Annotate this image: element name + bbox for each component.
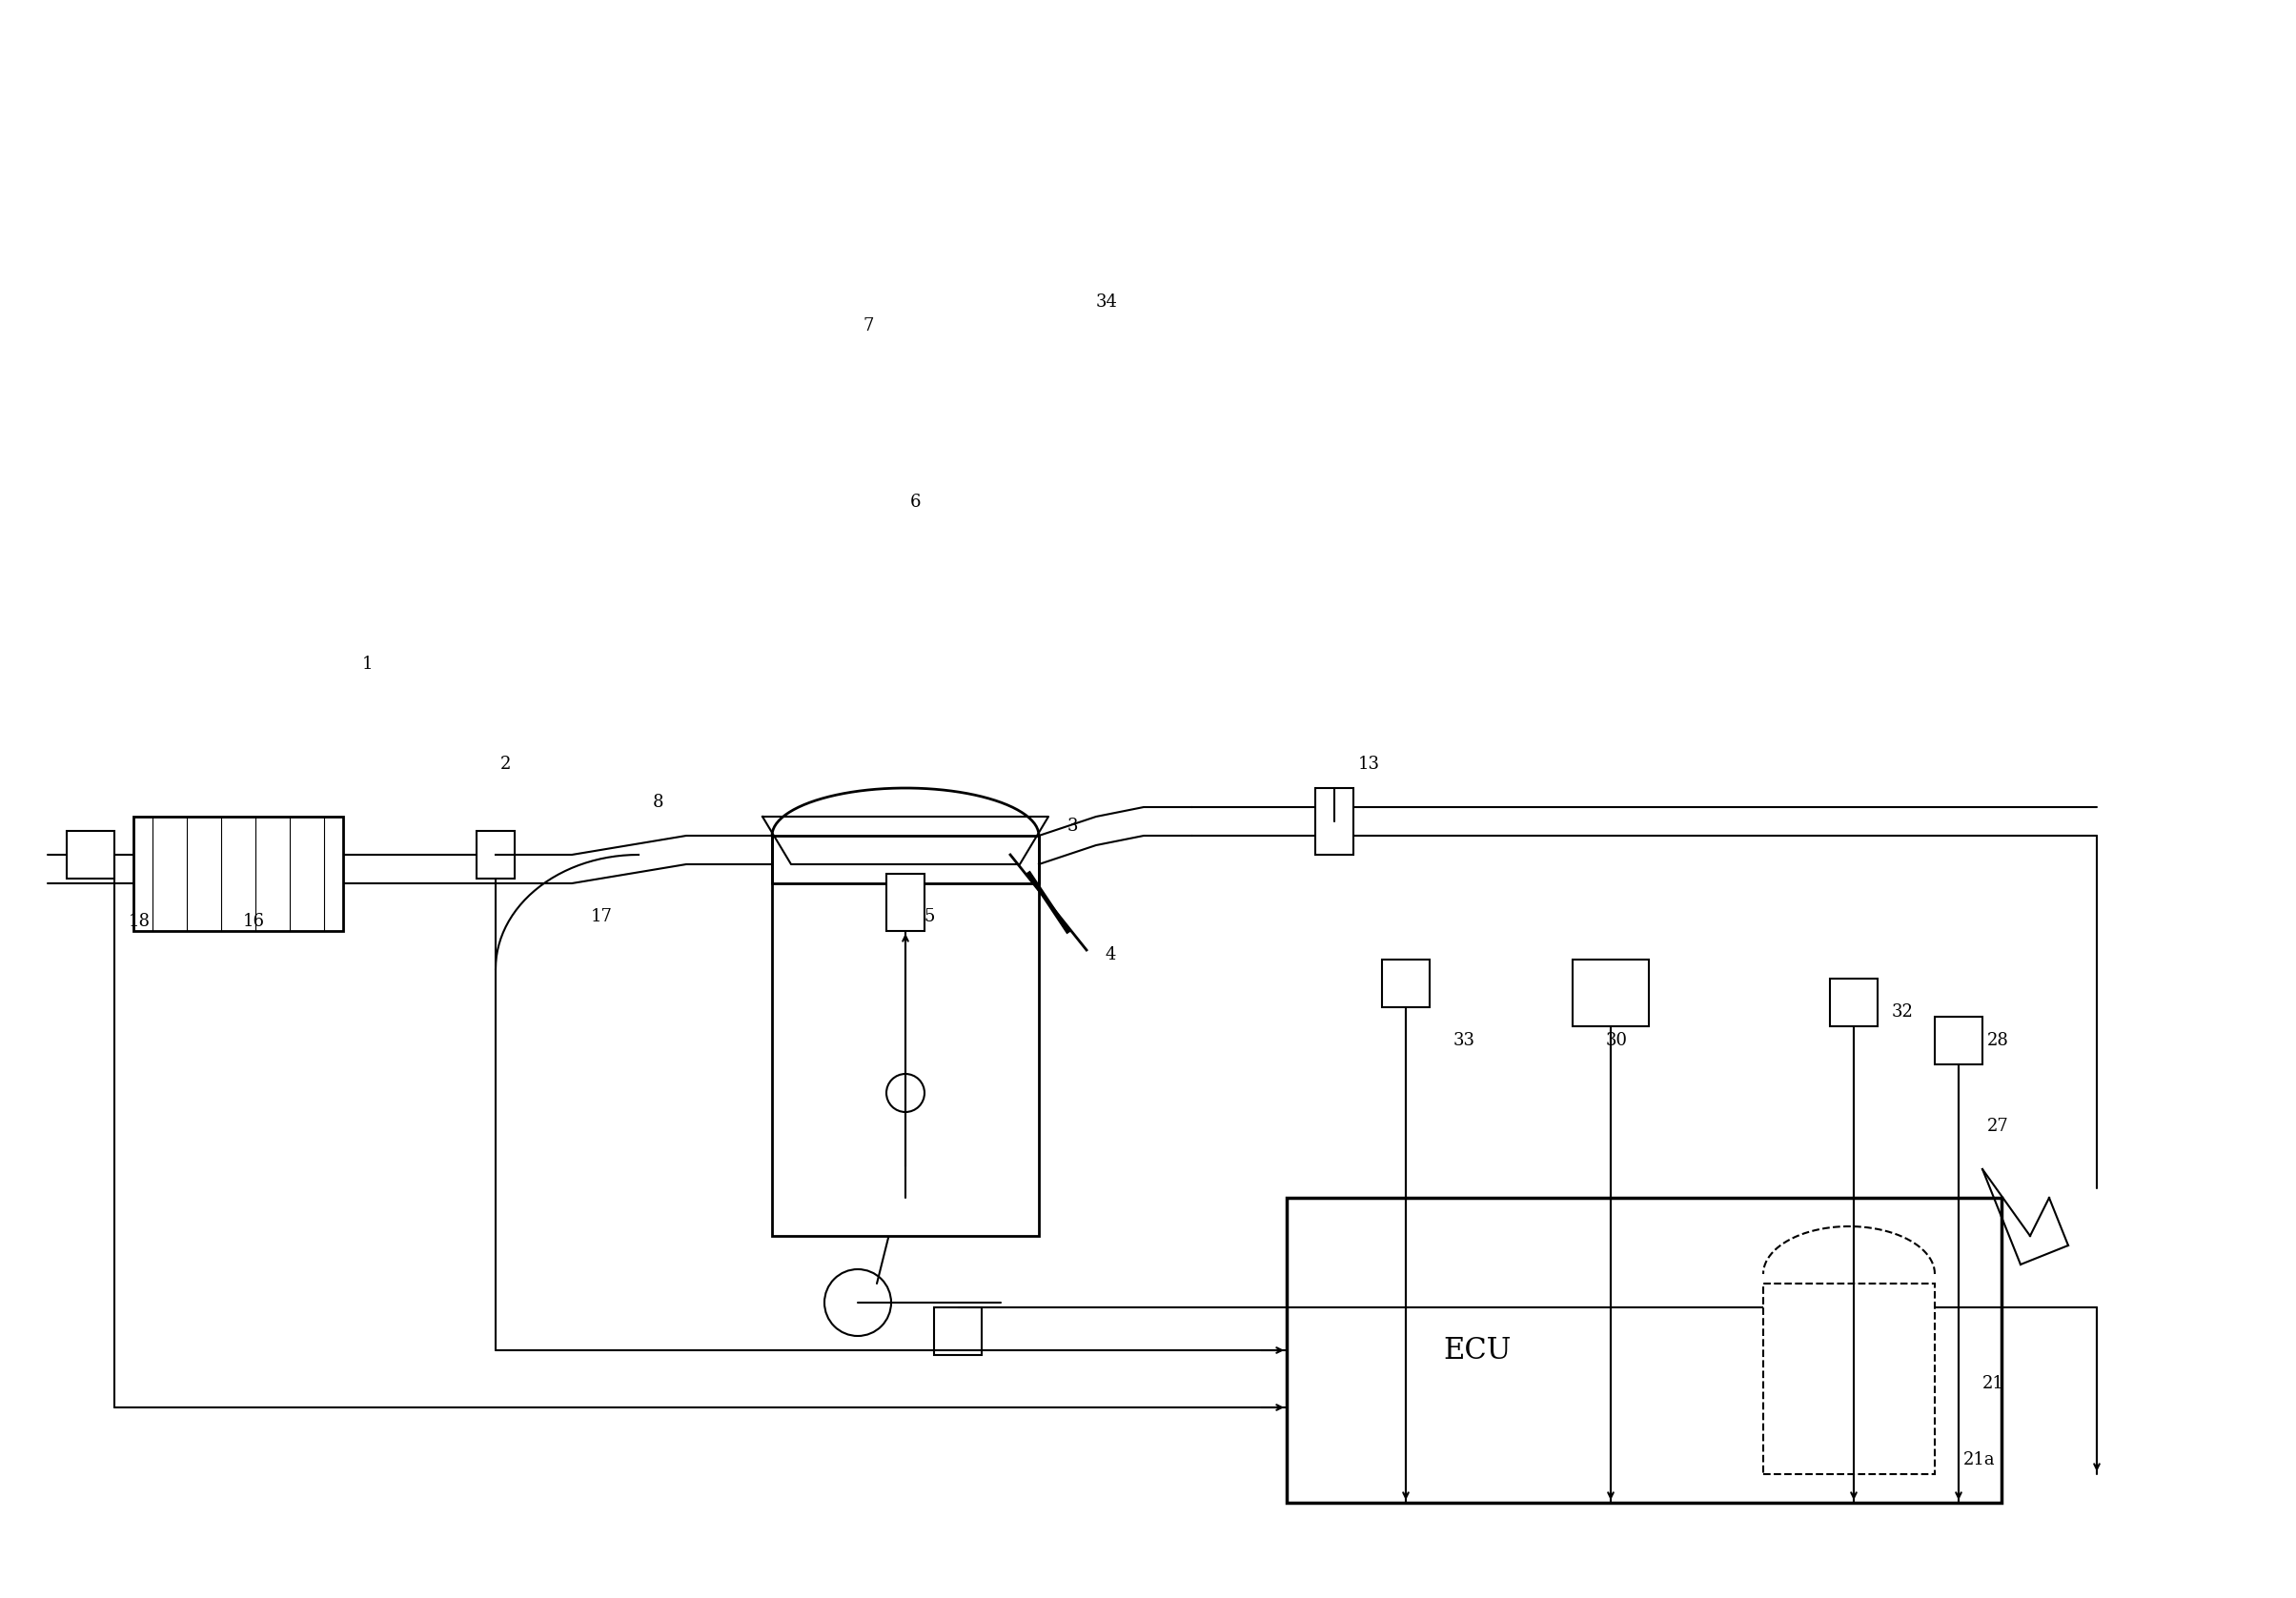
Bar (1573, 959, 1649, 1026)
Bar (1316, 788, 1352, 855)
Text: 8: 8 (652, 794, 664, 810)
Text: 13: 13 (1359, 756, 1380, 773)
Bar (1286, 1198, 2002, 1502)
Bar (771, 836, 1038, 1235)
Bar (478, 831, 514, 879)
Text: 32: 32 (1892, 1004, 1913, 1021)
Bar (67, 831, 115, 879)
Text: 34: 34 (1095, 294, 1118, 310)
Bar (1763, 1283, 1936, 1473)
Text: 27: 27 (1988, 1117, 2009, 1135)
Text: 3: 3 (1068, 818, 1079, 834)
Text: 4: 4 (1107, 946, 1116, 964)
Text: 21a: 21a (1963, 1451, 1995, 1469)
Bar (886, 874, 925, 932)
Polygon shape (762, 817, 1049, 865)
Bar (133, 817, 342, 932)
Bar (934, 1307, 983, 1355)
Text: 7: 7 (863, 318, 872, 334)
Text: 6: 6 (909, 494, 921, 511)
Text: 21: 21 (1981, 1374, 2004, 1392)
Text: 2: 2 (501, 756, 512, 773)
Text: 5: 5 (925, 908, 934, 925)
Text: 1: 1 (363, 655, 374, 673)
Bar (1830, 978, 1878, 1026)
Text: 30: 30 (1605, 1032, 1628, 1050)
Bar (1382, 959, 1430, 1007)
Bar (1936, 1016, 1981, 1064)
Text: 33: 33 (1453, 1032, 1476, 1050)
Text: 16: 16 (243, 912, 264, 930)
Text: 17: 17 (590, 908, 613, 925)
Bar (810, 932, 1001, 1074)
Text: ECU: ECU (1444, 1336, 1511, 1365)
Text: 18: 18 (129, 912, 152, 930)
Text: 28: 28 (1988, 1032, 2009, 1050)
Bar (792, 903, 1019, 1235)
